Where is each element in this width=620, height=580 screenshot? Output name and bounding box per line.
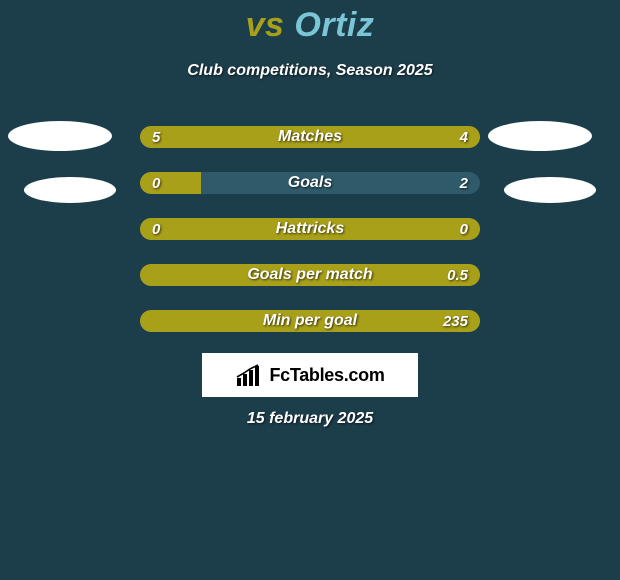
title-prefix: vs <box>246 6 295 44</box>
stat-value-left: 0 <box>152 218 160 240</box>
player-ellipse <box>24 177 116 203</box>
logo-text: FcTables.com <box>269 365 384 386</box>
stat-row: Goals0 2 <box>140 172 480 194</box>
comparison-card: vs Ortiz Club competitions, Season 2025 … <box>0 0 620 580</box>
stat-value-right: 235 <box>443 310 468 332</box>
stat-label: Goals per match <box>140 264 480 286</box>
stat-value-right: 2 <box>460 172 468 194</box>
stat-label: Matches <box>140 126 480 148</box>
stat-row: Matches5 4 <box>140 126 480 148</box>
stat-value-right: 0 <box>460 218 468 240</box>
stat-value-right: 4 <box>460 126 468 148</box>
stat-value-right: 0.5 <box>447 264 468 286</box>
stat-label: Min per goal <box>140 310 480 332</box>
stat-rows: Matches54Goals02Hattricks00Goals per mat… <box>140 126 480 356</box>
title-name: Ortiz <box>294 6 374 44</box>
stat-value-left: 5 <box>152 126 160 148</box>
player-ellipse <box>8 121 112 151</box>
player-ellipse <box>504 177 596 203</box>
stat-label: Hattricks <box>140 218 480 240</box>
footer-date: 15 february 2025 <box>0 410 620 428</box>
bar-chart-icon <box>235 364 263 386</box>
stat-row: Min per goal235 <box>140 310 480 332</box>
stat-value-left: 0 <box>152 172 160 194</box>
page-subtitle: Club competitions, Season 2025 <box>0 62 620 80</box>
stat-label: Goals <box>140 172 480 194</box>
stat-row: Hattricks0 0 <box>140 218 480 240</box>
fctables-logo: FcTables.com <box>202 353 418 397</box>
player-ellipse <box>488 121 592 151</box>
stat-row: Goals per match0.5 <box>140 264 480 286</box>
page-title: vs Ortiz <box>0 6 620 45</box>
